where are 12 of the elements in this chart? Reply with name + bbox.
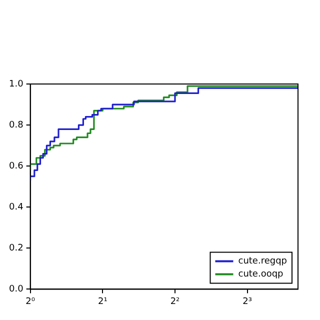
y-tick-label: 0.8 [8, 120, 24, 130]
x-tick-label: 2³ [242, 296, 252, 307]
y-tick-label: 0.6 [8, 161, 24, 172]
y-tick-label: 0.0 [8, 284, 24, 295]
x-tick-label: 2² [170, 296, 180, 307]
y-tick-label: 0.2 [8, 244, 24, 254]
legend-label: cute.regqp [238, 256, 288, 267]
y-tick-label: 1.0 [8, 79, 24, 90]
x-tick-label: 2⁰ [26, 296, 36, 307]
x-tick-label: 2¹ [98, 296, 108, 307]
legend-label: cute.ooqp [238, 270, 284, 280]
y-tick-label: 0.4 [8, 202, 24, 212]
